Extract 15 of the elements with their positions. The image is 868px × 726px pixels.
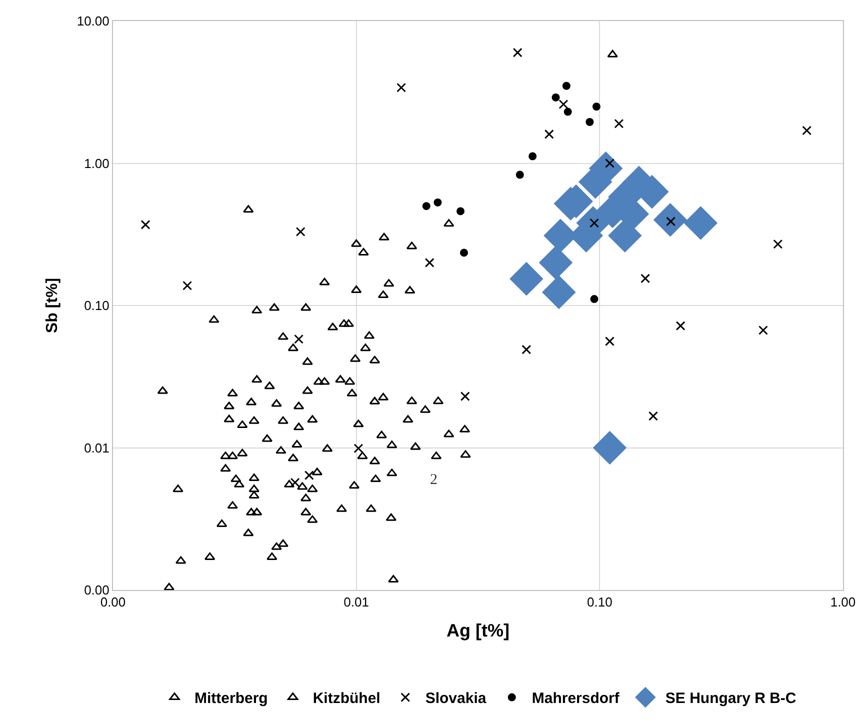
y-tick-label: 10.00 — [76, 14, 110, 29]
legend-label: SE Hungary R B-C — [665, 690, 796, 708]
x-tick-label: 0.10 — [587, 594, 612, 610]
y-axis-title: Sb [t%] — [44, 278, 61, 334]
x-tick-label: 0.01 — [344, 594, 369, 610]
y-tick-label: 0.10 — [84, 298, 110, 314]
legend-label: Mitterberg — [194, 690, 268, 708]
y-tick-label: 1.00 — [84, 156, 110, 171]
legend-label: Mahrersdorf — [532, 690, 620, 708]
x-axis-title: Ag [t%] — [446, 620, 510, 641]
y-tick-label: 0.01 — [84, 440, 110, 456]
annotation: 2 — [430, 472, 438, 488]
legend-label: Slovakia — [425, 690, 487, 708]
legend-label: Kitzbühel — [312, 690, 380, 708]
x-tick-label: 1.00 — [830, 594, 856, 610]
